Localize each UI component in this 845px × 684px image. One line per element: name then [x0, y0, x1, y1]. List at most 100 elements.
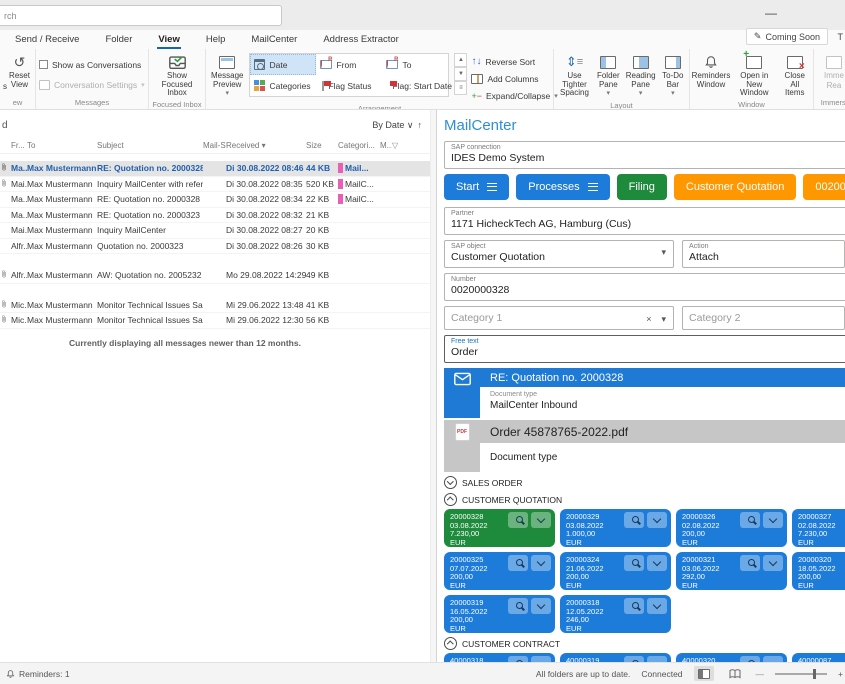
expand-collapse-button[interactable]: +− Expand/Collapse ▾	[471, 88, 557, 103]
document-type-placeholder[interactable]: Document type	[490, 451, 845, 464]
column-mail-s[interactable]: Mail-S...	[203, 141, 226, 150]
zoom-slider[interactable]	[775, 673, 827, 675]
minimize-button[interactable]: —	[765, 6, 777, 20]
arrange-by-date[interactable]: Date	[250, 54, 316, 75]
arrange-by-from[interactable]: From	[316, 54, 382, 75]
contract-tile[interactable]: 4000031821.03.2022 200,00EUR	[444, 653, 555, 662]
contract-tile[interactable]: 4000032021.03.2022 200,00EUR	[676, 653, 787, 662]
chevron-down-icon[interactable]	[647, 512, 667, 528]
quotation-tile[interactable]: 2000031916.05.2022 200,00EUR	[444, 595, 555, 633]
number-field[interactable]: Number 0020000328	[444, 273, 845, 301]
column-m[interactable]: M...	[380, 141, 392, 150]
use-tighter-spacing-button[interactable]: ⇕≡ Use Tighter Spacing	[557, 52, 592, 99]
reading-pane-button[interactable]: Reading Pane▾	[625, 52, 657, 100]
table-row[interactable]: Ma...Max Mustermann RE: Quotation no. 20…	[0, 161, 430, 177]
quotation-tile[interactable]: 2000032903.08.2022 1.000,00EUR	[560, 509, 671, 547]
column-to[interactable]: To	[27, 141, 97, 150]
magnifier-icon[interactable]	[508, 512, 528, 528]
filter-icon[interactable]: ▽	[392, 141, 430, 150]
normal-view-icon[interactable]	[694, 666, 714, 681]
table-row[interactable]: Ma...Max Mustermann RE: Quotation no. 20…	[0, 192, 430, 208]
customer-quotation-button[interactable]: Customer Quotation	[674, 174, 796, 200]
table-row[interactable]: Mai...Max Mustermann Inquiry MailCenter …	[0, 223, 430, 239]
message-preview-button[interactable]: Message Preview▾	[209, 52, 245, 100]
add-columns-button[interactable]: Add Columns	[471, 71, 557, 86]
arrange-by-categories[interactable]: Categories	[250, 75, 316, 96]
reset-view-button[interactable]: ↺ Reset View	[7, 52, 32, 90]
immersive-reader-button[interactable]: Imme Rea	[817, 52, 845, 91]
reminders-status[interactable]: Reminders: 1	[6, 669, 70, 679]
quotation-tile[interactable]: 2000032803.08.2022 7.230,00EUR	[444, 509, 555, 547]
column-subject[interactable]: Subject	[97, 141, 203, 150]
chevron-down-circle-icon[interactable]	[444, 476, 457, 489]
table-row[interactable]: Mic...Max Mustermann Monitor Technical I…	[0, 313, 430, 329]
arrange-by-flag-start-date[interactable]: Flag: Start Date	[382, 75, 448, 96]
tab-address-extractor[interactable]: Address Extractor	[322, 34, 400, 49]
magnifier-icon[interactable]	[624, 555, 644, 571]
chevron-down-icon[interactable]: ▾	[662, 314, 667, 325]
search-input[interactable]: rch	[0, 5, 282, 26]
section-customer-quotation[interactable]: CUSTOMER QUOTATION	[444, 493, 845, 506]
quotation-number-button[interactable]: 0020000328	[803, 174, 845, 200]
document-type-value[interactable]: MailCenter Inbound	[490, 399, 845, 412]
clear-icon[interactable]: ×	[646, 314, 651, 325]
reverse-sort-button[interactable]: ↑↓ Reverse Sort	[471, 54, 557, 69]
filing-button[interactable]: Filing	[617, 174, 667, 200]
conversation-settings-button[interactable]: Conversation Settings ▾	[39, 77, 145, 92]
chevron-down-icon[interactable]	[531, 555, 551, 571]
category-2-select[interactable]: Category 2	[682, 306, 845, 330]
quotation-tile[interactable]: 2000031812.05.2022 246,00EUR	[560, 595, 671, 633]
quotation-tile[interactable]: 2000032702.08.2022 7.230,00EUR	[792, 509, 845, 547]
chevron-down-icon[interactable]	[763, 555, 783, 571]
column-size[interactable]: Size	[306, 141, 338, 150]
zoom-slider-thumb[interactable]	[813, 669, 816, 679]
section-customer-contract[interactable]: CUSTOMER CONTRACT	[444, 637, 845, 650]
start-button[interactable]: Start	[444, 174, 509, 200]
partner-field[interactable]: Partner 1171 HicheckTech AG, Hamburg (Cu…	[444, 207, 845, 235]
magnifier-icon[interactable]	[740, 555, 760, 571]
table-row[interactable]: Mai...Max Mustermann Inquiry MailCenter …	[0, 177, 430, 193]
attachment-item-card[interactable]: PDF Order 45878765-2022.pdf Document typ…	[444, 420, 845, 472]
column-from[interactable]: Fr...	[11, 141, 27, 150]
quotation-tile[interactable]: 2000032103.06.2022 292,00EUR	[676, 552, 787, 590]
sap-connection-field[interactable]: SAP connection IDES Demo System	[444, 141, 845, 169]
action-field[interactable]: Action Attach	[682, 240, 845, 268]
tab-send-receive[interactable]: Send / Receive	[14, 34, 80, 49]
quotation-tile[interactable]: 2000032507.07.2022 200,00EUR	[444, 552, 555, 590]
show-as-conversations-checkbox[interactable]: Show as Conversations	[39, 57, 141, 72]
arrange-by-to[interactable]: To	[382, 54, 448, 75]
free-text-input[interactable]: Free text Order	[444, 335, 845, 363]
table-row[interactable]: Mic...Max Mustermann Monitor Technical I…	[0, 298, 430, 314]
magnifier-icon[interactable]	[624, 512, 644, 528]
folder-pane-button[interactable]: Folder Pane▾	[595, 52, 622, 100]
column-category[interactable]: Categori...	[338, 141, 380, 150]
pane-splitter[interactable]	[430, 110, 437, 662]
table-row[interactable]: Alfr...Max Mustermann Quotation no. 2000…	[0, 239, 430, 255]
chevron-down-icon[interactable]	[647, 598, 667, 614]
chevron-down-icon[interactable]	[531, 598, 551, 614]
contract-tile[interactable]: 4000008716.06.2003 54.000,00EUR	[792, 653, 845, 662]
email-item-card[interactable]: RE: Quotation no. 2000328 Document type …	[444, 368, 845, 418]
chevron-down-icon[interactable]: ▾	[662, 247, 667, 258]
tab-view[interactable]: View	[157, 34, 180, 49]
coming-soon-toggle[interactable]: ✎ Coming Soon	[746, 28, 828, 45]
chevron-down-icon[interactable]	[763, 512, 783, 528]
table-row[interactable]: Alfr...Max Mustermann AW: Quotation no. …	[0, 268, 430, 284]
gallery-scroll-down-icon[interactable]: ▼	[454, 67, 467, 81]
zoom-in-icon[interactable]: +	[838, 669, 843, 679]
tab-folder[interactable]: Folder	[104, 34, 133, 49]
todo-bar-button[interactable]: To-Do Bar▾	[660, 52, 686, 100]
show-focused-inbox-button[interactable]: Show Focused Inbox	[152, 52, 202, 99]
table-row[interactable]: Ma...Max Mustermann RE: Quotation no. 20…	[0, 208, 430, 224]
arrange-by-flag-status[interactable]: Flag Status	[316, 75, 382, 96]
contract-tile[interactable]: 4000031921.03.2022 500,00EUR	[560, 653, 671, 662]
chevron-up-circle-icon[interactable]	[444, 637, 457, 650]
sap-object-select[interactable]: SAP object Customer Quotation ▾	[444, 240, 674, 268]
quotation-tile[interactable]: 2000032018.05.2022 200,00EUR	[792, 552, 845, 590]
magnifier-icon[interactable]	[740, 512, 760, 528]
chevron-up-circle-icon[interactable]	[444, 493, 457, 506]
magnifier-icon[interactable]	[508, 598, 528, 614]
close-all-items-button[interactable]: × Close All Items	[780, 52, 810, 99]
tab-mailcenter[interactable]: MailCenter	[250, 34, 298, 49]
sort-direction-button[interactable]: ↑	[418, 120, 423, 130]
